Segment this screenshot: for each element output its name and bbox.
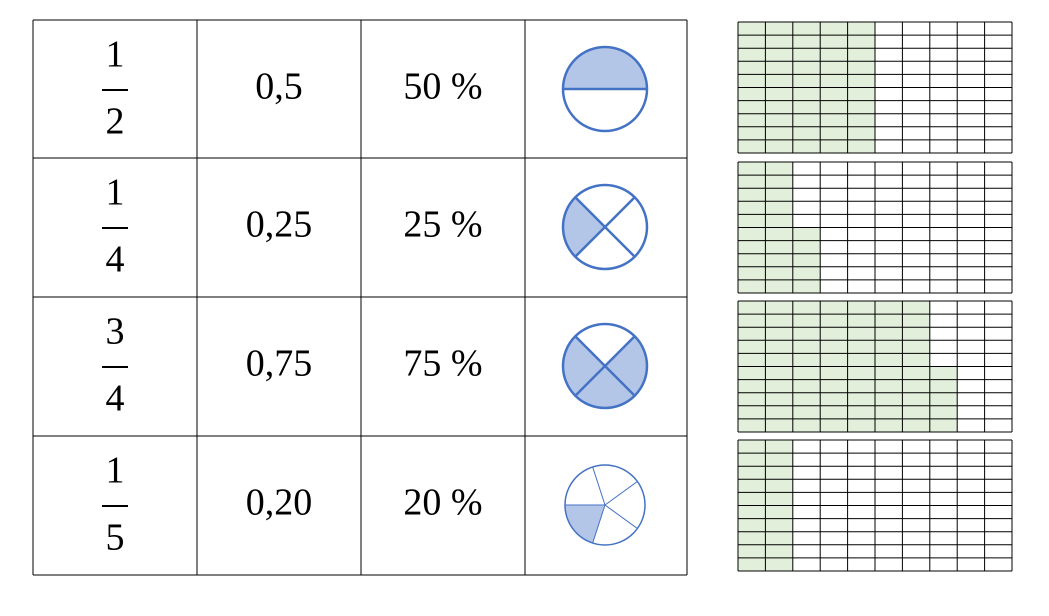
numerator: 1: [106, 34, 125, 76]
denominator: 5: [106, 517, 125, 559]
percent: 25 %: [403, 204, 482, 246]
pie-divider: [604, 504, 638, 529]
pie-divider: [592, 466, 606, 506]
numerator: 1: [106, 172, 125, 214]
percent: 20 %: [403, 482, 482, 524]
grid-shade: [929, 366, 958, 432]
decimal: 0,25: [246, 204, 313, 246]
denominator: 4: [106, 378, 125, 420]
pie-divider: [604, 226, 636, 258]
percent: 75 %: [403, 343, 482, 385]
pie-slice: [562, 197, 605, 257]
denominator: 2: [106, 101, 125, 143]
pie-divider: [604, 196, 636, 228]
pie-divider: [574, 196, 606, 228]
pie-divider: [574, 365, 606, 397]
pie-outline: [561, 322, 649, 410]
pie-outline: [561, 45, 649, 133]
numerator: 3: [106, 311, 125, 353]
pie-slice: [605, 336, 647, 396]
pie-slice: [563, 336, 605, 396]
pie-divider: [604, 481, 638, 506]
pie-slice: [565, 505, 605, 544]
pie-divider: [604, 365, 636, 397]
pie-outline: [561, 183, 649, 271]
pie-slice: [563, 47, 647, 89]
pie-outline: [564, 464, 646, 546]
pie-divider: [592, 504, 606, 544]
pie-divider: [604, 335, 636, 367]
pie-divider: [574, 335, 606, 367]
denominator: 4: [106, 239, 125, 281]
decimal: 0,75: [246, 343, 313, 385]
percent: 50 %: [403, 66, 482, 108]
pie-divider: [574, 226, 606, 258]
decimal: 0,20: [246, 482, 313, 524]
numerator: 1: [106, 450, 125, 492]
grid-shade: [792, 227, 821, 293]
pie-slice: [575, 366, 635, 409]
decimal: 0,5: [255, 66, 303, 108]
